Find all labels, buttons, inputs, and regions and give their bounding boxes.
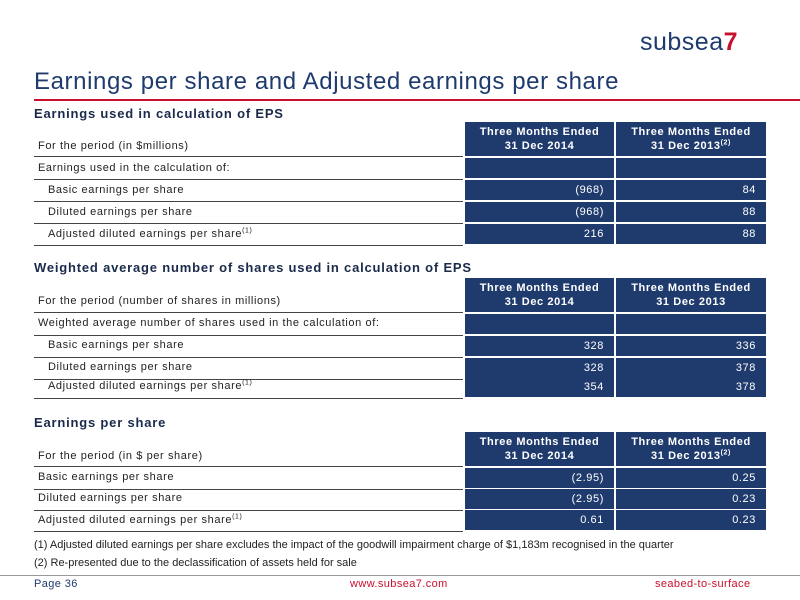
page-number: Page 36 [34,578,78,590]
title-divider [34,99,800,101]
column-header-2013: Three Months Ended 31 Dec 2013 [616,278,766,312]
section-heading-eps: Earnings per share [34,415,167,430]
logo-wordmark: subsea [640,28,724,56]
column-header-2014: Three Months Ended 31 Dec 2014 [465,278,614,312]
group-label-row: Earnings used in the calculation of: [34,158,766,180]
column-header-2013: Three Months Ended 31 Dec 2013(2) [616,122,766,156]
logo-seven: 7 [723,28,739,56]
table-header-row: For the period (in $millions) Three Mont… [34,122,766,157]
website-link[interactable]: www.subsea7.com [350,578,448,590]
period-label: For the period (number of shares in mill… [38,295,281,307]
section-heading-shares: Weighted average number of shares used i… [34,260,472,275]
period-label: For the period (in $millions) [38,140,189,152]
table-header-row: For the period (in $ per share) Three Mo… [34,432,766,467]
section-heading-earnings: Earnings used in calculation of EPS [34,106,284,121]
tagline: seabed-to-surface [655,578,751,590]
group-label: Earnings used in the calculation of: [38,162,231,174]
footnote-1: (1) Adjusted diluted earnings per share … [34,539,674,551]
group-label: Weighted average number of shares used i… [38,317,380,329]
table-row: Basic earnings per share 328 336 [34,336,766,358]
column-header-2014: Three Months Ended 31 Dec 2014 [465,432,614,466]
table-row: Basic earnings per share (2.95) 0.25 [34,468,766,490]
column-header-2014: Three Months Ended 31 Dec 2014 [465,122,614,156]
table-header-row: For the period (number of shares in mill… [34,278,766,313]
page-title: Earnings per share and Adjusted earnings… [34,68,620,95]
table-row: Adjusted diluted earnings per share(1) 0… [34,510,766,532]
table-row: Diluted earnings per share (968) 88 [34,202,766,224]
footnote-2: (2) Re-presented due to the declassifica… [34,557,357,569]
table-row: Adjusted diluted earnings per share(1) 3… [34,377,766,399]
subsea7-logo: subsea7 [640,28,790,56]
group-label-row: Weighted average number of shares used i… [34,314,766,336]
footer-divider [0,575,800,576]
column-header-2013: Three Months Ended 31 Dec 2013(2) [616,432,766,466]
table-row: Adjusted diluted earnings per share(1) 2… [34,224,766,246]
period-label: For the period (in $ per share) [38,450,203,462]
table-row: Diluted earnings per share (2.95) 0.23 [34,489,766,511]
table-row: Basic earnings per share (968) 84 [34,180,766,202]
table-row: Diluted earnings per share 328 378 [34,358,766,380]
